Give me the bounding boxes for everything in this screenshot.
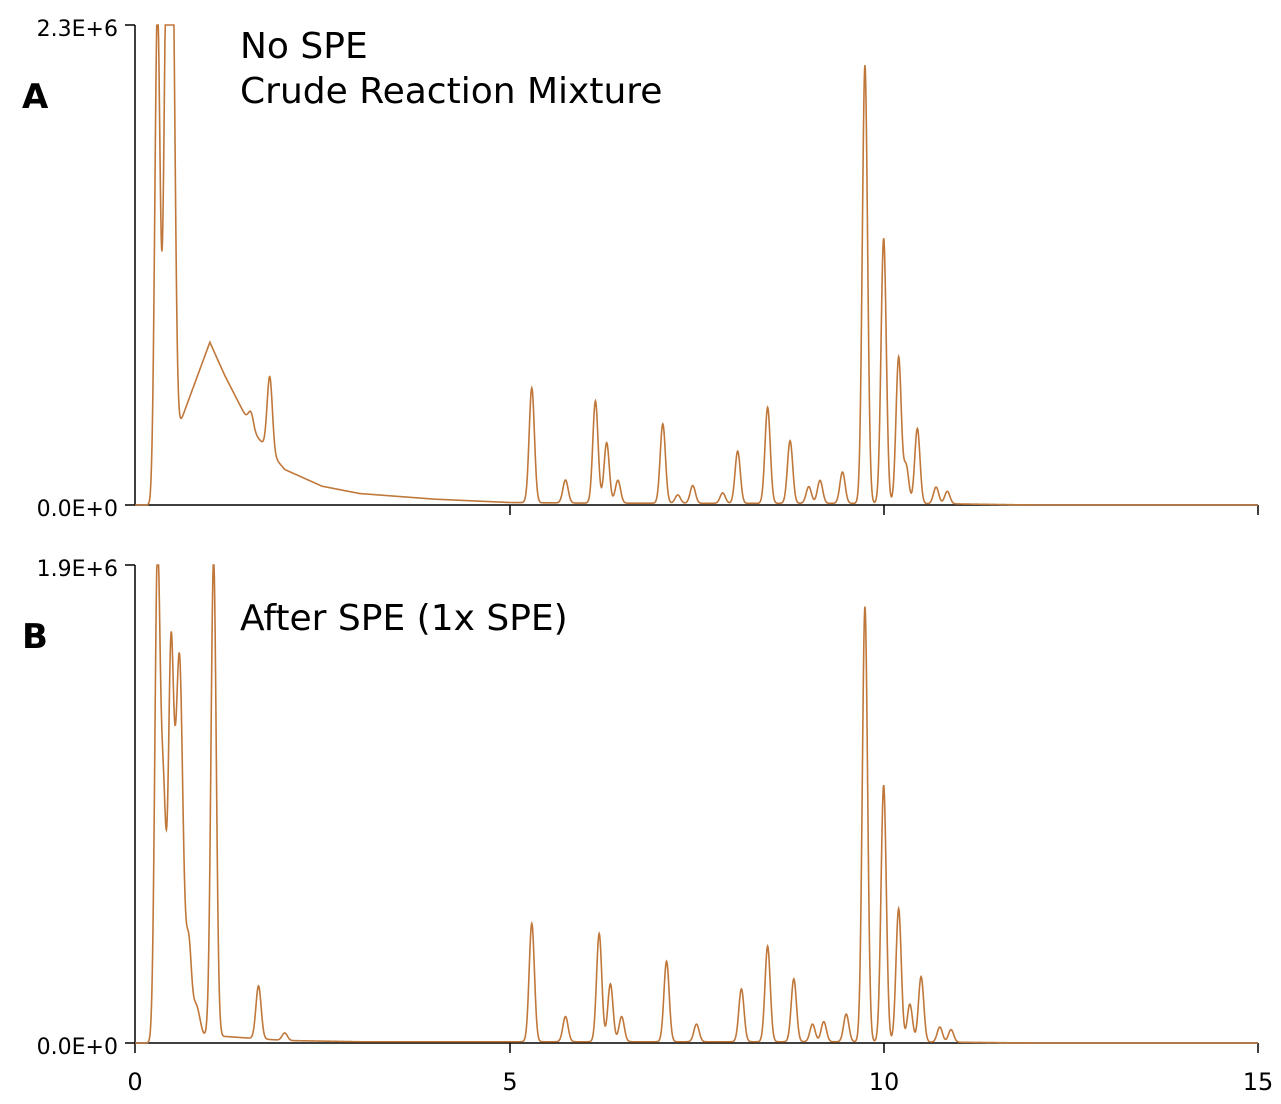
x-tick-label-0: 0: [127, 1068, 142, 1096]
panel-a: 2.3E+6 0.0E+0 A No SPE Crude Reaction Mi…: [22, 17, 1259, 522]
x-tick-label-10: 10: [869, 1068, 900, 1096]
x-tick-label-15: 15: [1243, 1068, 1274, 1096]
x-tick-label-5: 5: [502, 1068, 517, 1096]
panel-a-letter: A: [22, 77, 49, 117]
panel-b-annotation-1: After SPE (1x SPE): [240, 598, 568, 639]
panel-b-y-tick-label-top: 1.9E+6: [37, 557, 118, 582]
panel-b-trace: [135, 564, 1258, 1044]
panel-b-y-tick-label-bottom: 0.0E+0: [37, 1035, 118, 1060]
panel-a-annotation-2: Crude Reaction Mixture: [240, 71, 662, 112]
panel-b: 1.9E+6 0.0E+0 B After SPE (1x SPE): [22, 557, 1259, 1060]
panel-b-letter: B: [22, 617, 48, 657]
panel-a-y-tick-label-bottom: 0.0E+0: [37, 497, 118, 522]
panel-a-trace: [135, 24, 1258, 506]
panel-a-annotation-1: No SPE: [240, 26, 368, 67]
panel-a-y-tick-label-top: 2.3E+6: [37, 17, 118, 42]
